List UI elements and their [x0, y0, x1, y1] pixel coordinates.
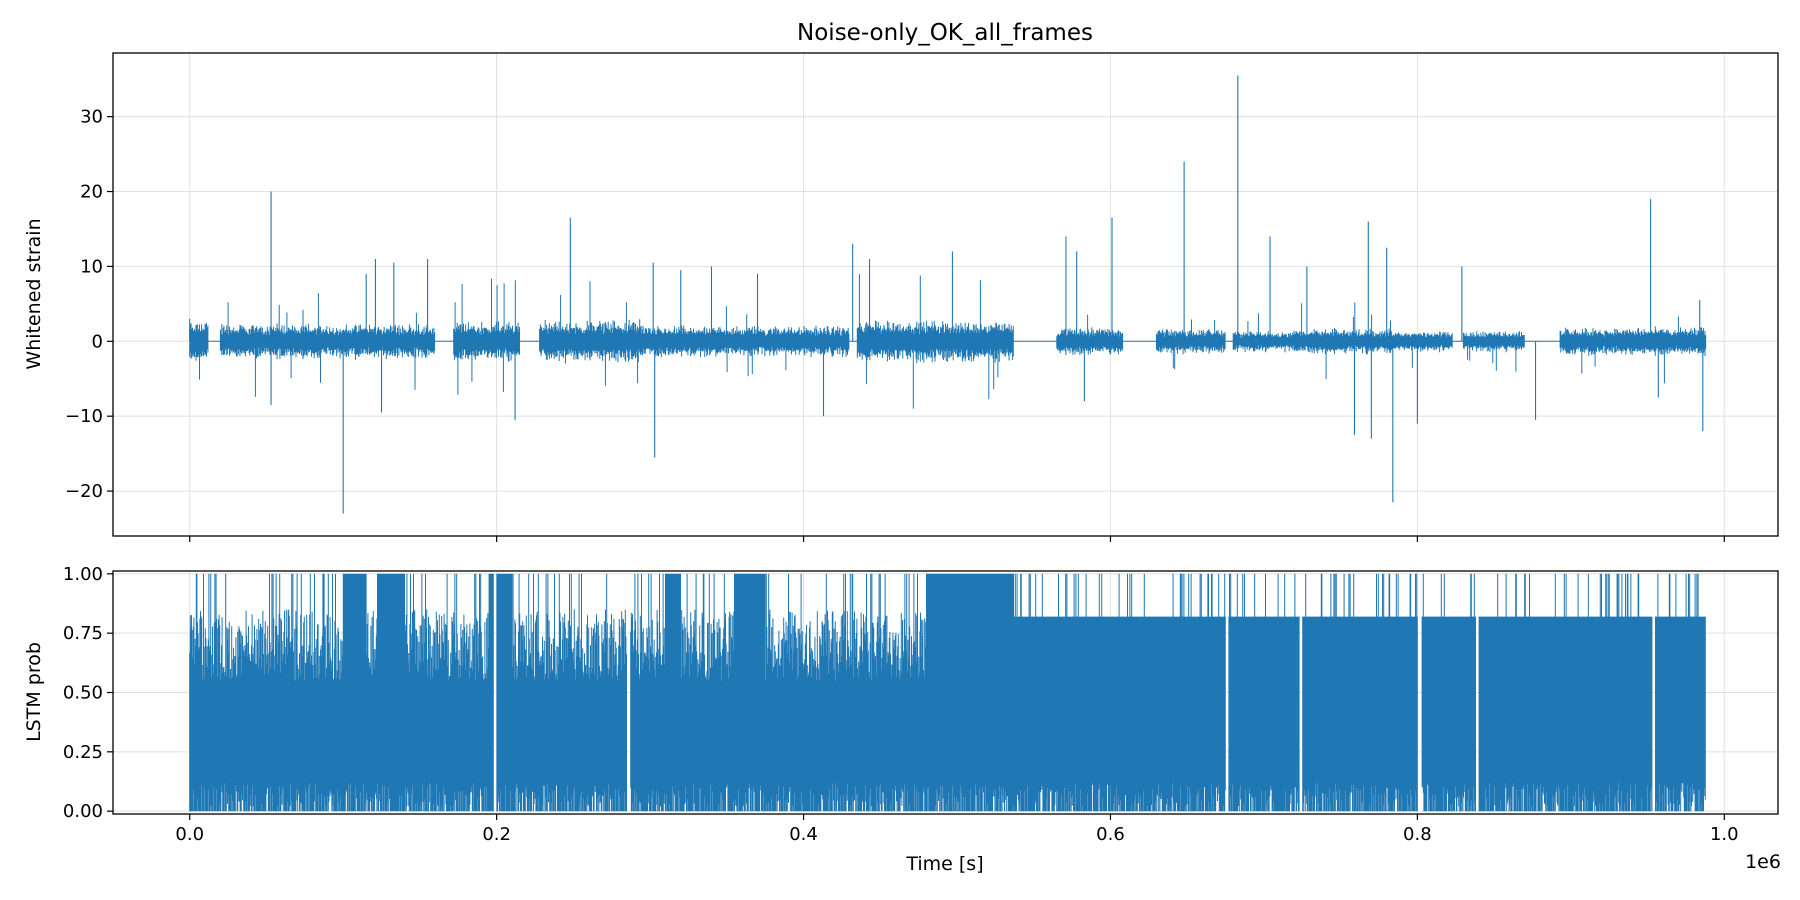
probability-y-tick-label: 0.50 [63, 683, 103, 704]
strain-noise-segment [856, 274, 968, 409]
strain-y-tick-label: 10 [80, 256, 103, 277]
strain-y-tick-label: 0 [92, 331, 103, 352]
strain-y-tick-label: 20 [80, 182, 103, 203]
probability-panel: 0.0 0.2 0.4 0.6 0.8 1.0 0.00 0.25 0.50 0.75 1.00 L… [23, 564, 1781, 875]
strain-panel: −20 −10 0 10 20 30 Noise-only_OK_all_frames W… [23, 20, 1779, 542]
probability-x-tick-label: 0.4 [789, 824, 818, 845]
strain-y-tick-label: −20 [65, 481, 103, 502]
strain-noise-segment [1559, 316, 1707, 384]
chart-title: Noise-only_OK_all_frames [797, 20, 1093, 46]
strain-axes-frame [112, 52, 1779, 537]
strain-y-tick-label: 30 [80, 107, 103, 128]
strain-noise-segment [641, 306, 850, 377]
strain-noise-segment [1462, 331, 1525, 372]
strain-noise-segment [1390, 331, 1453, 368]
probability-x-tick-label: 0.0 [175, 824, 204, 845]
strain-noise-segment [219, 293, 436, 397]
strain-noise-segment [539, 281, 643, 386]
strain-y-axis-label: Whitened strain [23, 218, 45, 369]
strain-noise-segment [967, 279, 1014, 399]
probability-y-tick-label: 1.00 [63, 564, 103, 585]
strain-noise-segment [1294, 302, 1392, 380]
probability-ticks: 0.0 0.2 0.4 0.6 0.8 1.0 0.00 0.25 0.50 0.75 1.00 [63, 564, 1739, 845]
x-axis-offset-label: 1e6 [1745, 851, 1781, 873]
probability-y-tick-label: 0.00 [63, 801, 103, 822]
strain-grid [113, 53, 1778, 536]
strain-noise-segment [1156, 319, 1226, 370]
strain-noise-segment [453, 278, 520, 395]
probability-x-tick-label: 0.6 [1096, 824, 1125, 845]
strain-y-tick-label: −10 [65, 406, 103, 427]
probability-series-line [189, 573, 1706, 812]
probability-y-tick-label: 0.25 [63, 742, 103, 763]
probability-y-tick-label: 0.75 [63, 623, 103, 644]
strain-noise-segment [1056, 314, 1124, 356]
x-axis-label: Time [s] [905, 853, 983, 875]
probability-series [189, 573, 1706, 812]
probability-x-tick-label: 0.2 [482, 824, 511, 845]
strain-noise-segment [189, 323, 209, 380]
strain-noise-segment [1232, 313, 1295, 353]
probability-x-tick-label: 0.8 [1403, 824, 1432, 845]
strain-ticks: −20 −10 0 10 20 30 [65, 107, 1725, 542]
probability-y-axis-label: LSTM prob [23, 642, 45, 742]
probability-x-tick-label: 1.0 [1710, 824, 1739, 845]
strain-series [189, 75, 1707, 514]
